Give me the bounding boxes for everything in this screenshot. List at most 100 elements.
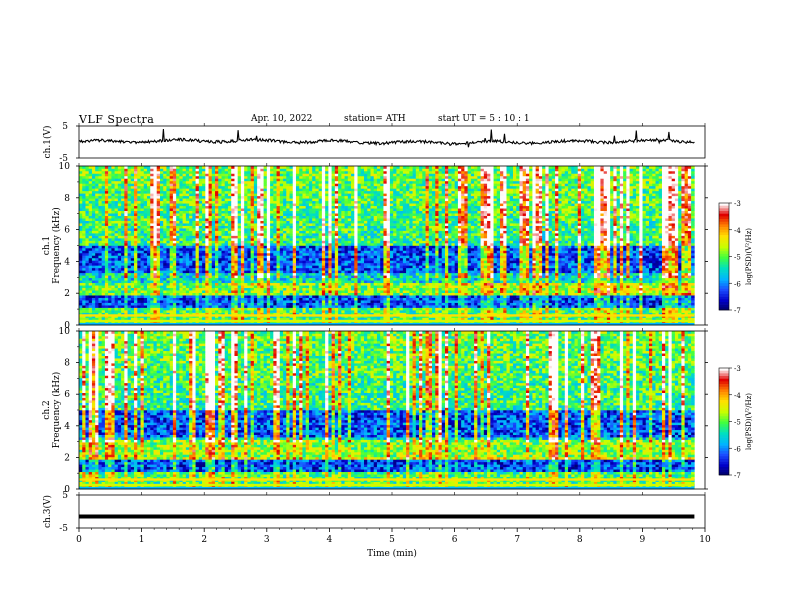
spectrogram-cell: [328, 247, 332, 251]
spectrogram-cell: [266, 195, 271, 199]
spectrogram-cell: [250, 225, 255, 229]
spectrogram-cell: [82, 243, 86, 246]
spectrogram-cell: [172, 220, 177, 224]
spectrogram-cell: [88, 255, 93, 259]
spectrogram-cell: [315, 277, 319, 281]
spectrogram-cell: [321, 305, 326, 308]
spectrogram-cell: [292, 317, 297, 321]
spectrogram-cell: [295, 307, 300, 311]
spectrogram-cell: [273, 260, 277, 264]
spectrogram-cell: [289, 193, 294, 197]
spectrogram-cell: [321, 230, 326, 234]
spectrogram-cell: [231, 168, 235, 172]
spectrogram-cell: [299, 245, 303, 249]
spectrogram-cell: [189, 310, 193, 313]
spectrogram-cell: [315, 243, 319, 246]
spectrogram-cell: [283, 280, 287, 284]
spectrogram-cell: [85, 272, 90, 276]
spectrogram-cell: [85, 166, 90, 169]
spectrogram-cell: [140, 228, 145, 231]
spectrogram-cell: [140, 180, 145, 184]
spectrogram-cell: [315, 210, 319, 214]
spectrogram-cell: [263, 305, 268, 308]
spectrogram-cell: [218, 302, 222, 306]
spectrogram-cell: [114, 255, 119, 259]
spectrogram-cell: [179, 307, 183, 311]
spectrogram-cell: [172, 225, 177, 229]
spectrogram-cell: [234, 178, 238, 182]
spectrogram-cell: [192, 270, 196, 274]
spectrogram-cell: [325, 270, 329, 274]
spectrogram-cell: [121, 230, 125, 234]
spectrogram-cell: [88, 190, 93, 194]
spectrogram-cell: [140, 302, 145, 306]
spectrogram-cell: [250, 243, 255, 246]
spectrogram-cell: [250, 277, 255, 281]
spectrogram-cell: [299, 228, 303, 231]
spectrogram-cell: [137, 265, 141, 269]
spectrogram-cell: [221, 297, 226, 301]
spectrogram-cell: [260, 243, 264, 246]
spectrogram-cell: [247, 175, 251, 179]
spectrogram-cell: [205, 247, 209, 251]
ch1-spectrogram-image: [79, 166, 695, 326]
spectrogram-cell: [305, 255, 310, 259]
spectrogram-cell: [91, 200, 96, 204]
spectrogram-cell: [137, 238, 141, 241]
spectrogram-cell: [104, 223, 109, 226]
spectrogram-cell: [117, 218, 122, 221]
spectrogram-cell: [302, 277, 307, 281]
spectrogram-cell: [185, 210, 190, 214]
spectrogram-cell: [192, 250, 196, 254]
spectrogram-cell: [147, 282, 151, 286]
spectrogram-cell: [79, 213, 83, 216]
spectrogram-cell: [289, 166, 294, 169]
spectrogram-cell: [240, 225, 245, 229]
spectrogram-cell: [315, 175, 319, 179]
spectrogram-cell: [140, 173, 145, 177]
spectrogram-cell: [198, 267, 203, 271]
spectrogram-cell: [95, 290, 99, 293]
spectrogram-cell: [237, 307, 242, 311]
spectrogram-cell: [137, 180, 141, 184]
spectrogram-cell: [318, 277, 323, 281]
spectrogram-cell: [218, 233, 222, 236]
spectrogram-cell: [266, 257, 271, 261]
spectrogram-cell: [289, 168, 294, 172]
spectrogram-cell: [279, 180, 284, 184]
spectrogram-cell: [108, 255, 112, 259]
spectrogram-cell: [302, 265, 307, 269]
spectrogram-cell: [101, 280, 106, 284]
spectrogram-cell: [202, 302, 206, 306]
spectrogram-cell: [127, 245, 132, 249]
spectrogram-cell: [321, 178, 326, 182]
spectrogram-cell: [182, 262, 187, 266]
spectrogram-cell: [328, 193, 332, 197]
spectrogram-cell: [169, 205, 174, 209]
spectrogram-cell: [91, 257, 96, 261]
spectrogram-cell: [299, 255, 303, 259]
spectrogram-cell: [104, 310, 109, 313]
spectrogram-cell: [208, 210, 213, 214]
spectrogram-cell: [127, 285, 132, 289]
spectrogram-cell: [150, 188, 154, 192]
spectrogram-cell: [189, 270, 193, 274]
spectrogram-cell: [82, 170, 86, 174]
spectrogram-cell: [124, 223, 128, 226]
spectrogram-cell: [215, 252, 219, 256]
spectrogram-cell: [253, 307, 258, 311]
spectrogram-cell: [305, 272, 310, 276]
spectrogram-cell: [185, 208, 190, 212]
spectrogram-cell: [308, 297, 313, 301]
spectrogram-cell: [111, 270, 115, 274]
spectrogram-cell: [321, 205, 326, 209]
spectrogram-cell: [205, 170, 209, 174]
spectrogram-cell: [321, 238, 326, 241]
spectrogram-cell: [318, 188, 323, 192]
spectrogram-cell: [172, 267, 177, 271]
spectrogram-cell: [150, 178, 154, 182]
spectrogram-cell: [163, 317, 167, 321]
spectrogram-cell: [292, 208, 297, 212]
spectrogram-cell: [104, 220, 109, 224]
spectrogram-cell: [95, 252, 99, 256]
